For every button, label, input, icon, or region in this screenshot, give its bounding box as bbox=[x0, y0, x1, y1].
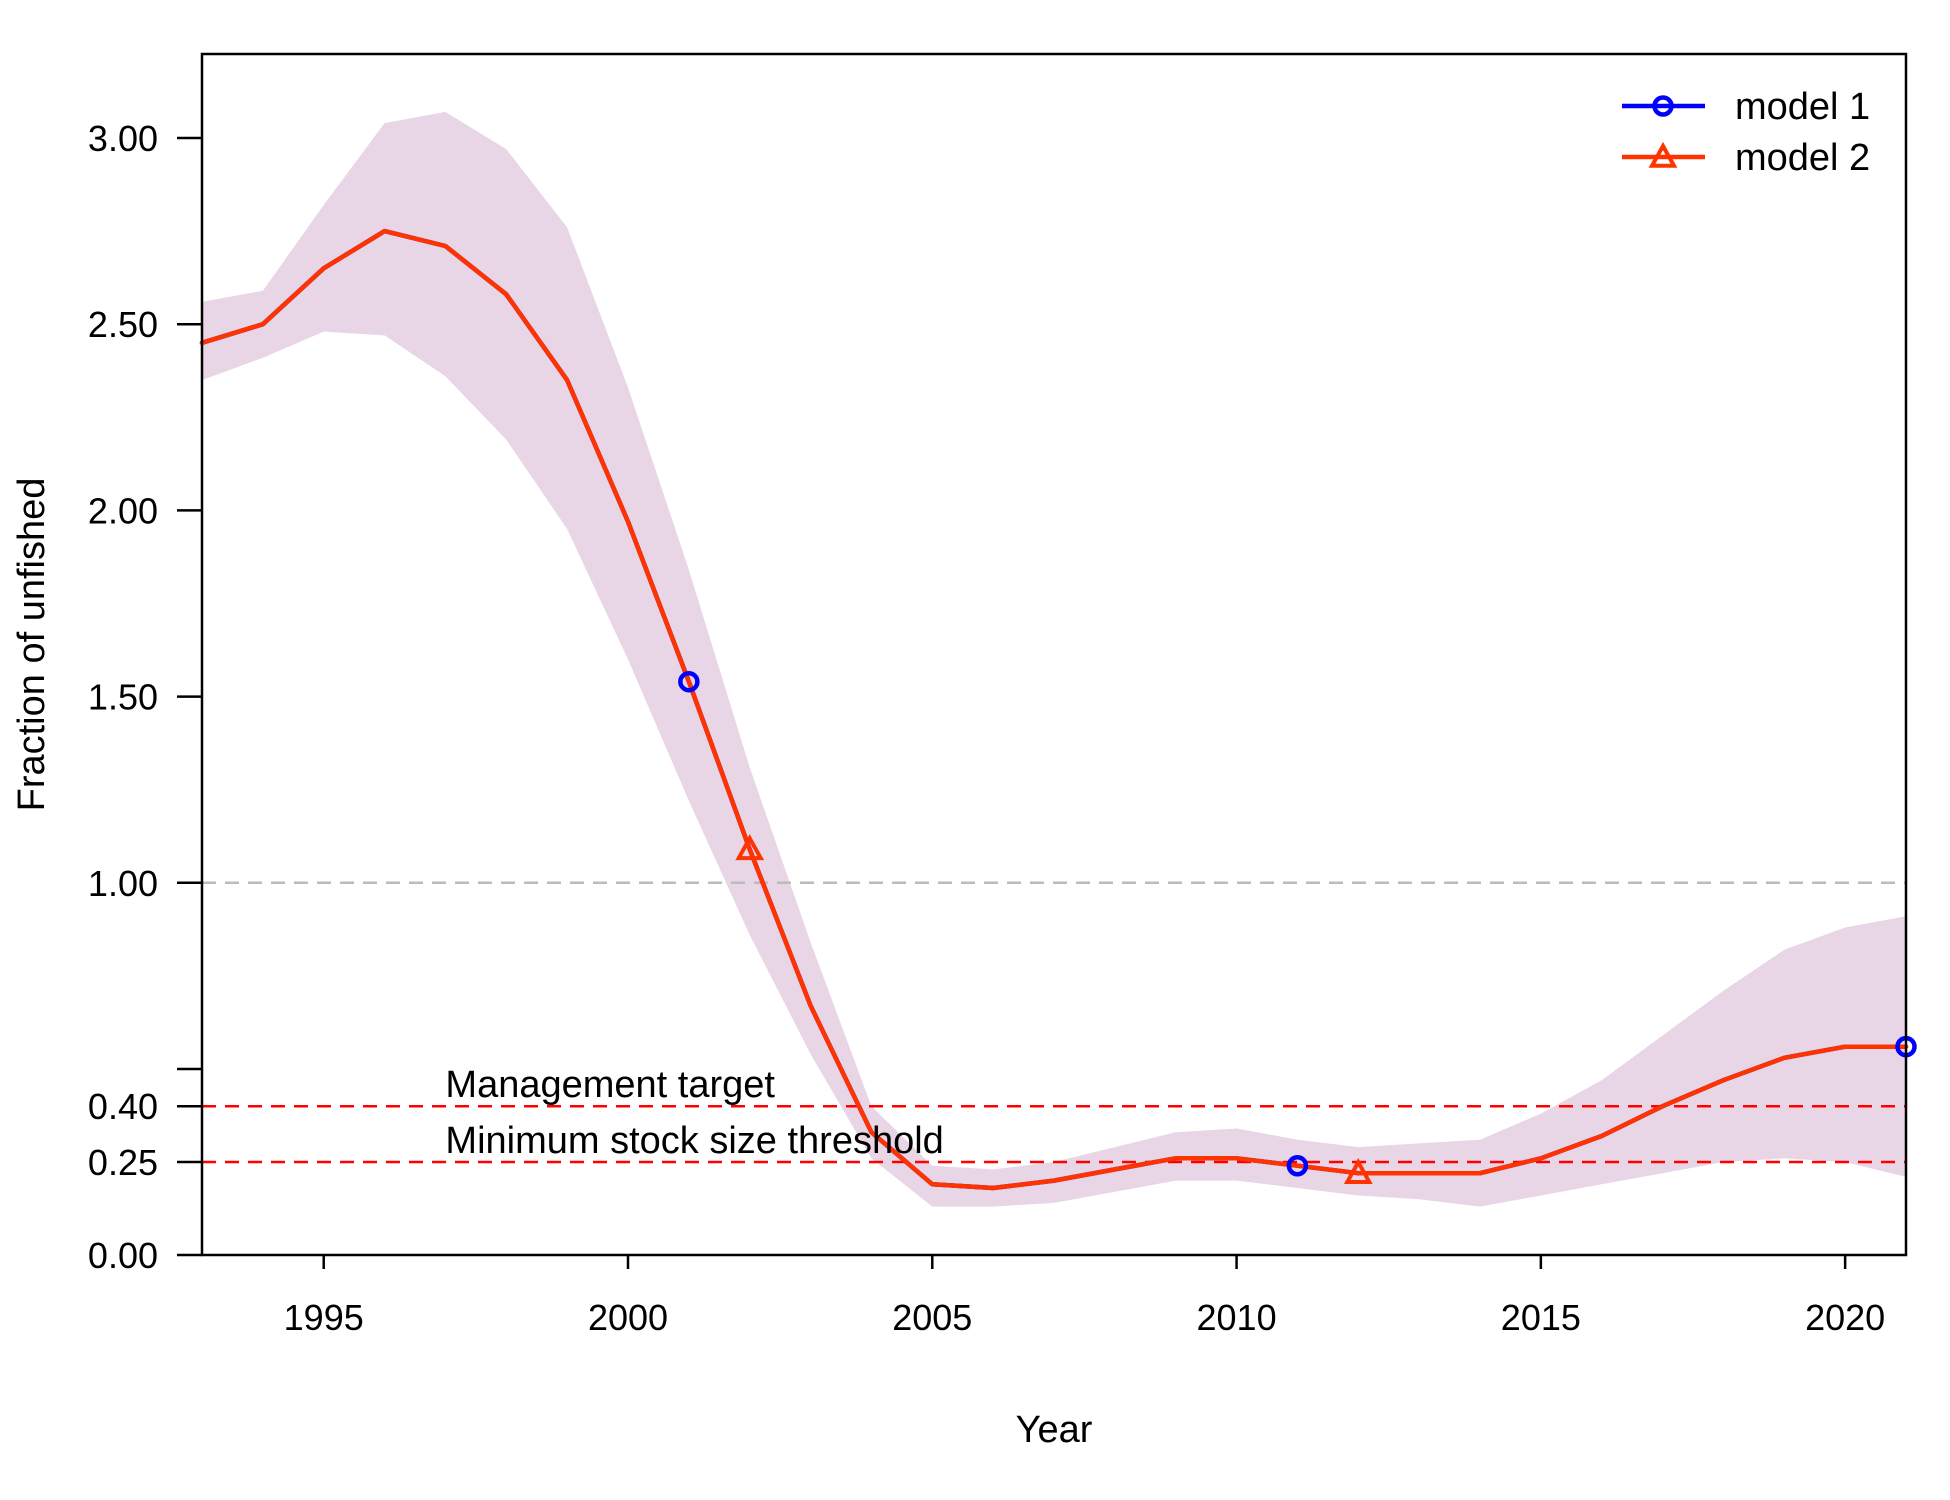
y-tick-label: 2.00 bbox=[88, 490, 158, 531]
y-tick-label: 2.50 bbox=[88, 304, 158, 345]
uncertainty-band bbox=[202, 111, 1906, 1207]
y-tick-label: 3.00 bbox=[88, 118, 158, 159]
legend: model 1 model 2 bbox=[1622, 86, 1870, 179]
legend-label-2: model 2 bbox=[1735, 137, 1870, 179]
axes-layer: 1995 2000 2005 2010 2015 2020 0.00 0.25 0.40 1.00… bbox=[88, 118, 1885, 1338]
series-1-marker bbox=[678, 670, 700, 693]
annotations-layer: Management target Minimum stock size thre… bbox=[445, 1064, 943, 1162]
y-axis-title: Fraction of unfished bbox=[11, 478, 53, 812]
x-tick-label: 2020 bbox=[1805, 1297, 1885, 1338]
legend-marker-2 bbox=[1648, 141, 1678, 168]
x-tick-label: 1995 bbox=[284, 1297, 364, 1338]
legend-marker-1 bbox=[1652, 95, 1674, 117]
y-tick-label: 1.50 bbox=[88, 677, 158, 718]
reference-line-label: Management target bbox=[445, 1064, 775, 1106]
plot-frame bbox=[200, 52, 1908, 1257]
y-tick-label: 0.00 bbox=[88, 1235, 158, 1276]
series-2-marker bbox=[735, 834, 765, 861]
uncertainty-band-layer bbox=[202, 111, 1906, 1207]
x-tick-label: 2015 bbox=[1501, 1297, 1581, 1338]
series-1-marker bbox=[1286, 1154, 1309, 1177]
reference-line-label: Minimum stock size threshold bbox=[445, 1120, 943, 1162]
y-tick-label: 1.00 bbox=[88, 863, 158, 904]
x-tick-label: 2010 bbox=[1197, 1297, 1277, 1338]
markers-layer bbox=[678, 670, 1917, 1184]
x-axis-title: Year bbox=[1016, 1409, 1093, 1451]
x-tick-label: 2005 bbox=[892, 1297, 972, 1338]
y-tick-label: 0.25 bbox=[88, 1142, 158, 1183]
legend-label-1: model 1 bbox=[1735, 86, 1870, 128]
y-tick-label: 0.40 bbox=[88, 1086, 158, 1127]
series-layer bbox=[199, 228, 1909, 1191]
series-line-2 bbox=[199, 228, 1909, 1191]
x-tick-label: 2000 bbox=[588, 1297, 668, 1338]
series-2-marker bbox=[1343, 1158, 1373, 1184]
reference-lines-layer bbox=[202, 881, 1906, 1164]
